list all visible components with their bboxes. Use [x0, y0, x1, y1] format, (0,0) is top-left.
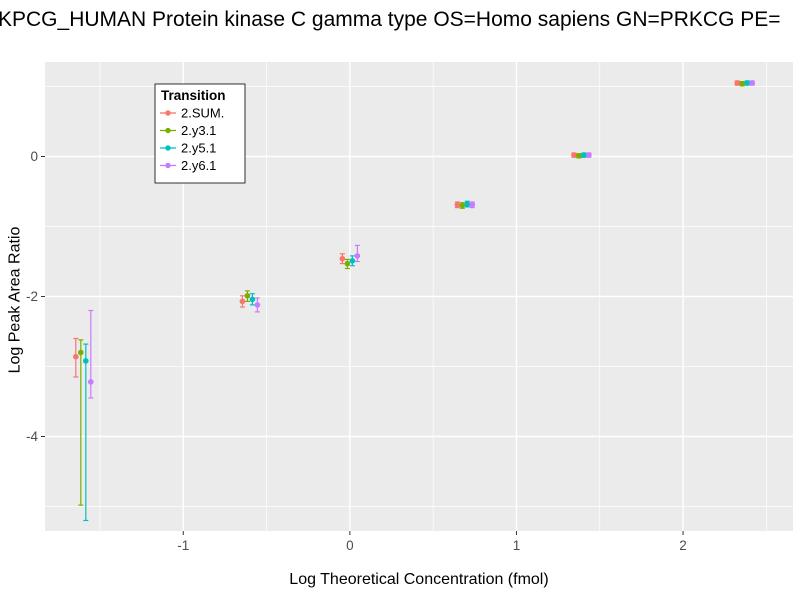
- legend-title: Transition: [161, 88, 226, 103]
- data-point: [339, 255, 346, 262]
- data-point: [581, 152, 587, 158]
- y-axis-title-wrap: Log Peak Area Ratio: [0, 0, 30, 600]
- x-tick-label: 0: [346, 538, 354, 553]
- data-point: [254, 302, 261, 308]
- x-tick-label: 2: [679, 538, 687, 553]
- data-point: [571, 152, 577, 158]
- data-point: [469, 202, 476, 208]
- data-point: [454, 202, 461, 208]
- legend-key-point: [165, 127, 171, 134]
- data-point: [78, 349, 84, 356]
- chart-title: KPCG_HUMAN Protein kinase C gamma type O…: [0, 8, 781, 31]
- x-tick-label: 1: [513, 538, 521, 553]
- x-axis-title: Log Theoretical Concentration (fmol): [289, 571, 549, 588]
- data-point: [586, 152, 592, 158]
- data-point: [88, 379, 94, 385]
- y-tick-label: -2: [26, 289, 38, 304]
- data-point: [734, 80, 740, 86]
- data-point: [459, 202, 466, 209]
- data-point: [239, 298, 246, 305]
- data-point: [83, 358, 89, 364]
- data-point: [464, 201, 471, 207]
- data-point: [739, 80, 745, 87]
- data-point: [349, 258, 356, 264]
- data-point: [344, 260, 351, 267]
- data-point: [354, 253, 361, 259]
- legend-key-point: [165, 110, 171, 116]
- legend-label: 2.y3.1: [181, 123, 216, 138]
- data-point: [744, 80, 750, 86]
- data-point: [749, 80, 755, 86]
- legend-label: 2.SUM.: [181, 106, 224, 121]
- data-point: [576, 153, 582, 159]
- y-axis-title: Log Peak Area Ratio: [6, 226, 24, 374]
- y-tick-label: -4: [26, 429, 38, 444]
- x-tick-label: -1: [177, 538, 189, 553]
- data-point: [73, 353, 79, 360]
- y-tick-label: 0: [30, 149, 38, 164]
- legend-label: 2.y6.1: [181, 158, 216, 173]
- data-point: [249, 296, 256, 303]
- legend-key-point: [165, 145, 171, 151]
- legend-key-point: [165, 162, 171, 169]
- data-point: [244, 293, 251, 299]
- legend-label: 2.y5.1: [181, 141, 216, 156]
